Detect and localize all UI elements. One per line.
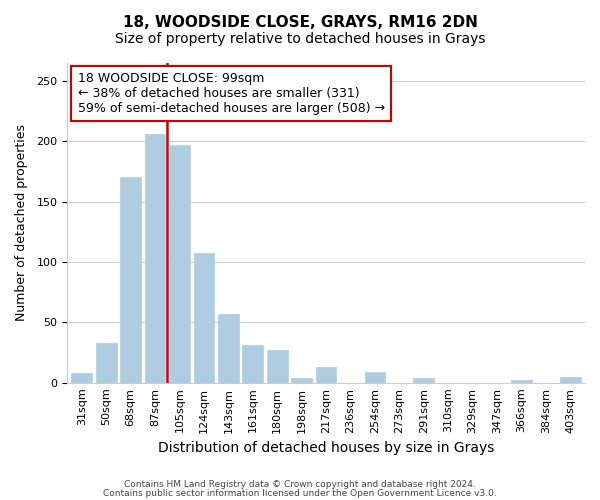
Bar <box>194 254 214 383</box>
Bar <box>169 144 190 383</box>
Bar <box>267 350 287 383</box>
Bar <box>145 134 166 383</box>
Text: 18 WOODSIDE CLOSE: 99sqm
← 38% of detached houses are smaller (331)
59% of semi-: 18 WOODSIDE CLOSE: 99sqm ← 38% of detach… <box>77 72 385 115</box>
Bar <box>218 314 239 383</box>
Bar <box>511 380 532 383</box>
Y-axis label: Number of detached properties: Number of detached properties <box>15 124 28 321</box>
Bar <box>413 378 434 383</box>
Bar <box>96 343 116 383</box>
Text: Size of property relative to detached houses in Grays: Size of property relative to detached ho… <box>115 32 485 46</box>
Bar <box>365 372 385 383</box>
Bar <box>71 373 92 383</box>
Text: 18, WOODSIDE CLOSE, GRAYS, RM16 2DN: 18, WOODSIDE CLOSE, GRAYS, RM16 2DN <box>122 15 478 30</box>
Bar <box>291 378 312 383</box>
X-axis label: Distribution of detached houses by size in Grays: Distribution of detached houses by size … <box>158 441 494 455</box>
Bar <box>242 346 263 383</box>
Bar <box>316 367 337 383</box>
Text: Contains public sector information licensed under the Open Government Licence v3: Contains public sector information licen… <box>103 489 497 498</box>
Bar <box>121 178 141 383</box>
Bar <box>560 377 581 383</box>
Text: Contains HM Land Registry data © Crown copyright and database right 2024.: Contains HM Land Registry data © Crown c… <box>124 480 476 489</box>
